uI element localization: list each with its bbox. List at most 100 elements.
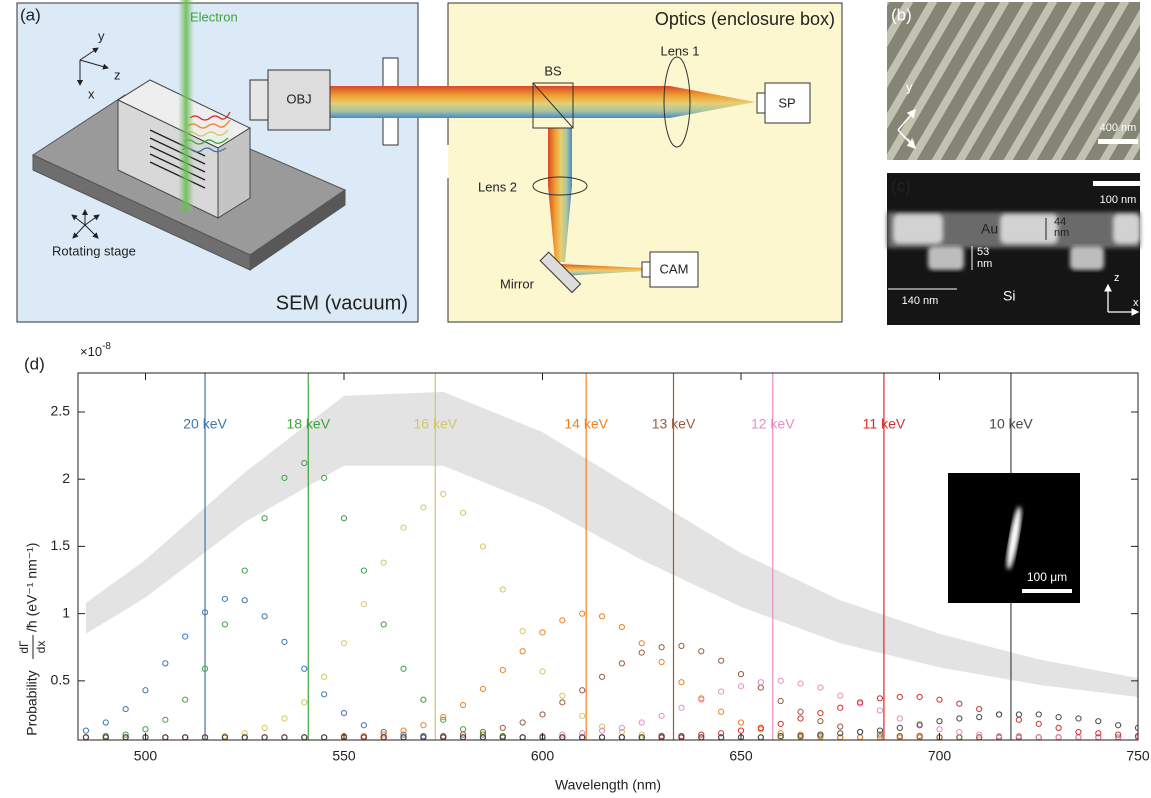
data-point <box>758 735 763 740</box>
scale-bar <box>1098 139 1138 144</box>
data-point <box>183 634 188 639</box>
axis-label: x <box>907 133 914 148</box>
data-point <box>262 614 267 619</box>
data-point <box>877 708 882 713</box>
dimension-label: nm <box>1054 227 1069 239</box>
legend-label: 18 keV <box>286 416 330 432</box>
data-point <box>679 680 684 685</box>
data-point <box>143 688 148 693</box>
data-point <box>639 720 644 725</box>
data-point <box>957 716 962 721</box>
stage-label: Rotating stage <box>52 243 136 258</box>
cam-label: CAM <box>660 261 689 276</box>
data-point <box>738 672 743 677</box>
axis-label: x <box>1133 297 1139 309</box>
sem-label: SEM (vacuum) <box>276 292 408 314</box>
axis-label: y <box>906 79 913 94</box>
multiplier-base: ×10 <box>80 344 102 359</box>
data-point <box>341 711 346 716</box>
y-axis-label-unit: /ħ (eV⁻¹ nm⁻¹) <box>24 543 40 632</box>
data-point <box>540 630 545 635</box>
data-point <box>1116 723 1121 728</box>
data-point <box>341 641 346 646</box>
data-point <box>520 649 525 654</box>
layer-label: Au <box>981 221 998 237</box>
data-point <box>996 712 1001 717</box>
data-point <box>580 713 585 718</box>
data-point <box>699 649 704 654</box>
data-point <box>1056 725 1061 730</box>
scale-bar <box>1093 181 1143 186</box>
x-tick-label: 650 <box>729 748 753 764</box>
data-point <box>480 544 485 549</box>
data-point <box>421 505 426 510</box>
multiplier-exp: -8 <box>102 341 111 352</box>
data-point <box>798 709 803 714</box>
data-point <box>540 712 545 717</box>
axis-label: z <box>1114 272 1120 284</box>
data-point <box>381 622 386 627</box>
data-point <box>381 560 386 565</box>
data-point <box>1076 729 1081 734</box>
data-point <box>421 697 426 702</box>
inset: 100 μm <box>948 473 1080 603</box>
data-point <box>460 702 465 707</box>
y-tick-label: 1 <box>62 604 70 620</box>
data-point <box>520 735 525 740</box>
data-point <box>480 686 485 691</box>
legend-label: 20 keV <box>183 416 227 432</box>
data-point <box>599 614 604 619</box>
scale-bar <box>1022 589 1072 593</box>
data-point <box>639 650 644 655</box>
beam <box>330 86 755 118</box>
data-point <box>719 709 724 714</box>
data-point <box>838 693 843 698</box>
objective-label: OBJ <box>286 91 311 106</box>
data-point <box>361 602 366 607</box>
data-point <box>719 658 724 663</box>
data-point <box>838 705 843 710</box>
y-axis-label: Probability dΓ dx /ħ (eV⁻¹ nm⁻¹) <box>17 543 48 736</box>
data-point <box>719 689 724 694</box>
data-point <box>957 735 962 740</box>
data-point <box>937 719 942 724</box>
legend-label: 12 keV <box>751 416 795 432</box>
axis-label: x <box>88 86 95 101</box>
legend-label: 14 keV <box>564 416 608 432</box>
data-point <box>599 674 604 679</box>
data-point <box>798 716 803 721</box>
data-point <box>659 659 664 664</box>
data-point <box>857 735 862 740</box>
figure: Electron (a) y z x Rotating stage SEM (v… <box>0 0 1151 798</box>
data-point <box>421 723 426 728</box>
data-point <box>262 516 267 521</box>
scale-label: 400 nm <box>1100 122 1137 134</box>
panel-label: (c) <box>891 176 911 195</box>
y-axis-label-den: dx <box>34 641 48 654</box>
data-point <box>361 723 366 728</box>
data-point <box>917 694 922 699</box>
data-point <box>977 706 982 711</box>
sp-label: SP <box>778 95 795 110</box>
data-point <box>1036 721 1041 726</box>
optics-label: Optics (enclosure box) <box>655 9 835 29</box>
data-point <box>262 725 267 730</box>
x-tick-label: 700 <box>928 748 952 764</box>
data-point <box>143 727 148 732</box>
data-point <box>163 717 168 722</box>
data-point <box>818 685 823 690</box>
data-point <box>1036 712 1041 717</box>
lens-label: Lens 1 <box>660 43 699 58</box>
data-point <box>838 724 843 729</box>
data-point <box>758 680 763 685</box>
data-point <box>560 700 565 705</box>
data-point <box>222 596 227 601</box>
data-point <box>1016 717 1021 722</box>
data-point <box>441 491 446 496</box>
data-point <box>322 674 327 679</box>
data-point <box>242 568 247 573</box>
dimension-label: 140 nm <box>902 295 939 307</box>
dimension-label: 53 <box>977 246 989 258</box>
data-point <box>540 669 545 674</box>
data-point <box>937 697 942 702</box>
